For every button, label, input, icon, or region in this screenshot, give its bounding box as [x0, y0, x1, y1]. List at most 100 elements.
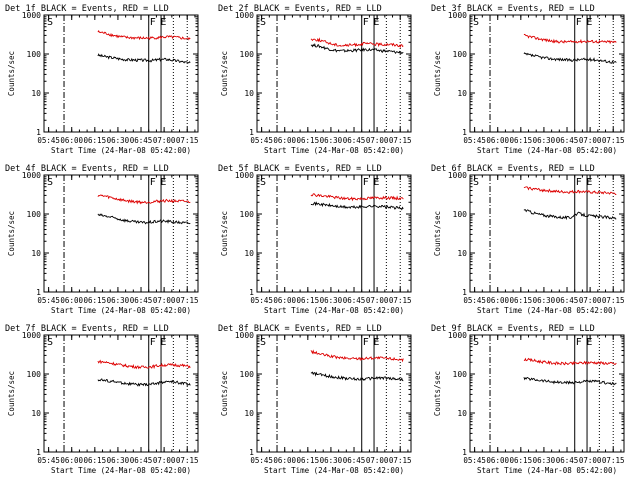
plot-frame — [256, 14, 412, 133]
y-tick-label: 1000 — [22, 171, 41, 180]
y-axis-label: Counts/sec — [7, 371, 16, 416]
x-tick-label: 06:15 — [510, 296, 533, 305]
marker-s: S — [47, 177, 53, 188]
chart-title: Det 4f BLACK = Events, RED = LLD — [5, 164, 169, 174]
plot-frame — [43, 174, 199, 293]
chart-panel-4: Det 4f BLACK = Events, RED = LLD 1 10 100 10… — [5, 164, 199, 315]
x-tick-label: 05:45 — [37, 136, 60, 145]
y-tick-label: 1 — [462, 288, 467, 297]
lld-series-line — [310, 349, 404, 363]
chart-panel-1: Det 1f BLACK = Events, RED = LLD 1 10 100 10… — [5, 4, 199, 155]
y-tick-label: 10 — [244, 409, 254, 418]
chart-panel-9: Det 9f BLACK = Events, RED = LLD 1 10 100 10… — [431, 324, 625, 475]
x-tick-label: 06:45 — [343, 296, 366, 305]
marker-f: F — [576, 17, 582, 28]
plot-frame — [256, 334, 412, 453]
x-tick-label: 06:00 — [486, 136, 509, 145]
y-axis-label: Counts/sec — [433, 371, 442, 416]
x-tick-label: 06:00 — [486, 456, 509, 465]
marker-e: E — [373, 337, 379, 348]
x-tick-label: 05:45 — [463, 456, 486, 465]
x-axis-label: Start Time (24-Mar-08 05:42:00) — [264, 466, 404, 475]
x-tick-label: 07:00 — [579, 456, 602, 465]
x-tick-label: 06:30 — [320, 296, 343, 305]
y-tick-label: 100 — [27, 50, 42, 59]
x-tick-label: 06:45 — [130, 296, 153, 305]
y-tick-label: 1 — [462, 448, 467, 457]
y-tick-label: 1 — [249, 128, 254, 137]
marker-s: S — [473, 177, 479, 188]
x-tick-label: 07:15 — [389, 456, 412, 465]
events-series-line — [97, 53, 191, 64]
x-tick-label: 07:15 — [602, 296, 625, 305]
x-tick-label: 05:45 — [250, 296, 273, 305]
x-tick-label: 06:45 — [556, 136, 579, 145]
marker-s: S — [47, 337, 53, 348]
y-tick-label: 1 — [249, 288, 254, 297]
x-tick-label: 06:45 — [343, 136, 366, 145]
x-tick-label: 07:15 — [602, 456, 625, 465]
chart-title: Det 2f BLACK = Events, RED = LLD — [218, 4, 382, 14]
marker-s: S — [260, 337, 266, 348]
y-tick-label: 100 — [453, 50, 468, 59]
x-tick-label: 06:30 — [107, 136, 130, 145]
x-tick-label: 07:00 — [153, 136, 176, 145]
x-tick-label: 07:00 — [366, 456, 389, 465]
x-tick-label: 06:45 — [130, 456, 153, 465]
y-axis-label: Counts/sec — [220, 211, 229, 256]
marker-f: F — [576, 177, 582, 188]
lld-series-line — [523, 357, 617, 366]
x-tick-label: 06:15 — [297, 136, 320, 145]
events-series-line — [523, 209, 617, 221]
x-tick-label: 06:45 — [556, 456, 579, 465]
marker-e: E — [586, 177, 592, 188]
x-tick-label: 07:15 — [176, 296, 199, 305]
x-tick-label: 07:00 — [153, 296, 176, 305]
plot-frame — [43, 14, 199, 133]
events-series-line — [97, 378, 191, 387]
y-tick-label: 1000 — [235, 11, 254, 20]
lld-series-line — [97, 359, 191, 370]
x-tick-label: 06:00 — [273, 296, 296, 305]
x-tick-label: 06:15 — [297, 456, 320, 465]
y-tick-label: 10 — [457, 89, 467, 98]
y-tick-label: 10 — [31, 89, 41, 98]
chart-panel-7: Det 7f BLACK = Events, RED = LLD 1 10 100 10… — [5, 324, 199, 475]
x-tick-label: 06:15 — [510, 456, 533, 465]
events-series-line — [97, 213, 191, 225]
events-series-line — [310, 201, 404, 211]
chart-title: Det 1f BLACK = Events, RED = LLD — [5, 4, 169, 14]
x-tick-label: 06:00 — [60, 296, 83, 305]
x-axis-label: Start Time (24-Mar-08 05:42:00) — [264, 146, 404, 155]
marker-e: E — [160, 177, 166, 188]
y-axis-label: Counts/sec — [7, 211, 16, 256]
x-tick-label: 07:00 — [579, 296, 602, 305]
marker-f: F — [363, 337, 369, 348]
events-series-line — [310, 371, 404, 382]
y-axis-label: Counts/sec — [433, 51, 442, 96]
x-tick-label: 06:30 — [533, 136, 556, 145]
y-tick-label: 100 — [240, 370, 255, 379]
x-tick-label: 06:15 — [84, 136, 107, 145]
x-tick-label: 07:00 — [366, 296, 389, 305]
chart-title: Det 3f BLACK = Events, RED = LLD — [431, 4, 595, 14]
lld-series-line — [97, 30, 191, 41]
x-tick-label: 06:30 — [320, 136, 343, 145]
x-tick-label: 07:15 — [176, 456, 199, 465]
marker-e: E — [160, 17, 166, 28]
x-tick-label: 07:15 — [176, 136, 199, 145]
x-tick-label: 06:15 — [84, 456, 107, 465]
chart-title: Det 7f BLACK = Events, RED = LLD — [5, 324, 169, 334]
y-tick-label: 1 — [36, 128, 41, 137]
y-tick-label: 100 — [27, 210, 42, 219]
y-tick-label: 1 — [36, 448, 41, 457]
x-tick-label: 07:15 — [389, 136, 412, 145]
y-tick-label: 10 — [457, 409, 467, 418]
y-tick-label: 1000 — [22, 11, 41, 20]
y-tick-label: 1 — [462, 128, 467, 137]
x-tick-label: 06:00 — [60, 456, 83, 465]
x-axis-label: Start Time (24-Mar-08 05:42:00) — [51, 466, 191, 475]
x-tick-label: 06:30 — [107, 296, 130, 305]
x-tick-label: 06:45 — [130, 136, 153, 145]
x-tick-label: 06:30 — [107, 456, 130, 465]
